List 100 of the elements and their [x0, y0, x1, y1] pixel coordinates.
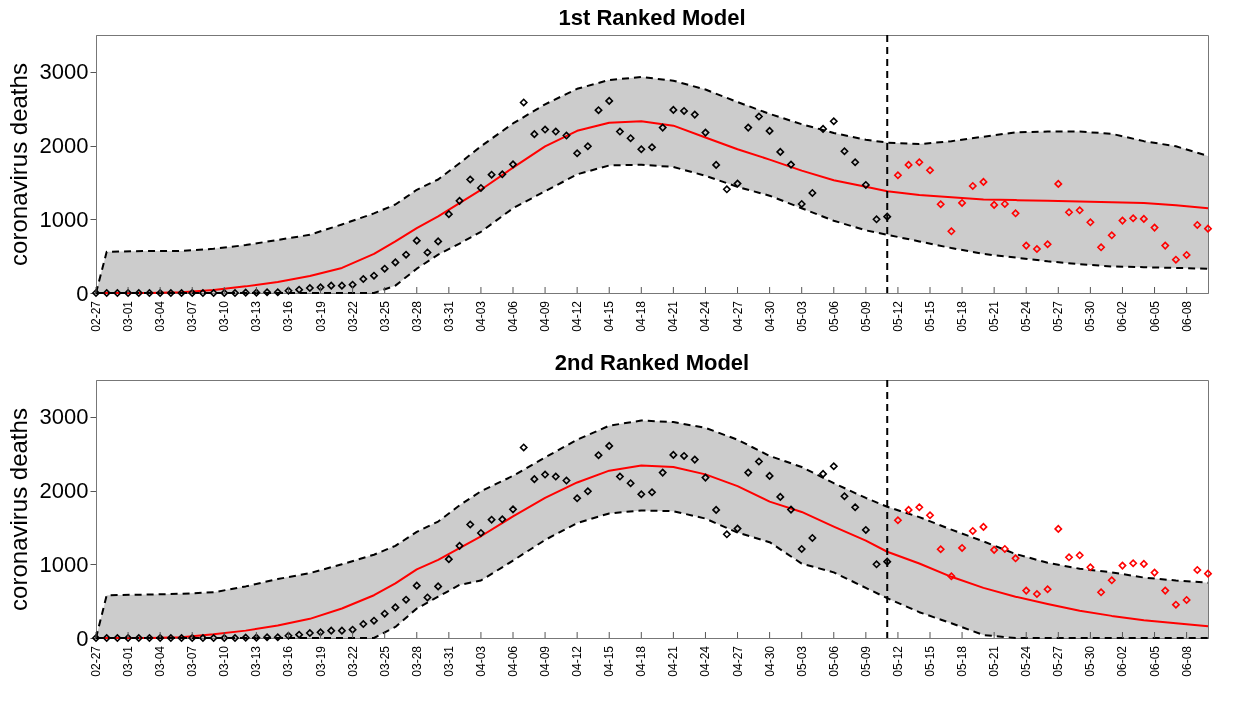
point	[1139, 214, 1148, 223]
point	[1161, 586, 1170, 595]
point	[1193, 566, 1202, 574]
x-tick-label: 05-09	[858, 300, 873, 332]
x-tick-label: 03-16	[281, 300, 296, 332]
point	[990, 200, 999, 209]
point	[1129, 214, 1138, 223]
point	[1171, 600, 1180, 609]
y-tick-label: 2000	[39, 478, 89, 504]
x-tick-label: 05-30	[1083, 300, 1098, 332]
x-tick-label: 04-09	[538, 300, 553, 332]
point	[1118, 561, 1127, 570]
x-tick-label: 03-04	[153, 300, 168, 332]
x-tick-label: 03-28	[409, 645, 424, 677]
point	[1022, 586, 1031, 595]
x-tick-label: 03-19	[313, 645, 328, 677]
x-tick-label: 05-06	[826, 300, 841, 332]
x-tick-label: 02-27	[89, 300, 103, 332]
x-tick-label: 05-24	[1019, 300, 1034, 332]
x-tick-label: 03-07	[185, 300, 200, 332]
point	[915, 503, 924, 512]
x-tick-label: 03-25	[377, 300, 392, 332]
point	[1150, 223, 1159, 232]
point	[1054, 179, 1063, 188]
x-tick-label: 03-28	[409, 300, 424, 332]
point	[1065, 553, 1073, 562]
point	[1107, 576, 1116, 585]
x-tick-label: 04-27	[730, 645, 745, 677]
point	[958, 198, 967, 207]
x-tick-label: 05-21	[987, 300, 1002, 332]
x-tick-label: 03-07	[185, 645, 200, 677]
x-tick-label: 03-25	[377, 645, 392, 677]
x-tick-label: 06-08	[1179, 300, 1194, 332]
point	[926, 511, 934, 520]
x-tick-label: 06-08	[1179, 645, 1194, 677]
x-tick-label: 03-22	[345, 645, 360, 677]
x-tick-label: 06-05	[1147, 645, 1162, 677]
point	[926, 166, 934, 175]
x-tick-label: 03-13	[249, 300, 264, 332]
x-tick-label: 03-01	[121, 645, 136, 677]
point	[904, 160, 913, 169]
point	[947, 572, 956, 581]
point	[1000, 544, 1009, 553]
x-tick-label: 05-24	[1019, 645, 1034, 677]
x-tick-label: 03-19	[313, 300, 328, 332]
x-tick-label: 05-15	[923, 300, 937, 332]
point	[1086, 563, 1095, 572]
x-tick-label: 04-18	[634, 645, 649, 677]
point	[1118, 216, 1127, 225]
x-tick-label: 05-18	[955, 300, 970, 332]
x-tick-label: 03-22	[345, 300, 360, 332]
point	[1022, 241, 1031, 250]
point	[1032, 245, 1041, 253]
x-tick-label: 04-06	[506, 300, 520, 332]
x-tick-label: 05-30	[1083, 645, 1098, 677]
x-tick-label: 04-30	[762, 645, 777, 677]
x-tick-label: 03-10	[217, 645, 232, 677]
point	[1075, 206, 1084, 215]
x-tick-label: 04-21	[666, 645, 681, 677]
point	[947, 227, 956, 236]
point	[1000, 199, 1009, 208]
x-tick-label: 06-02	[1115, 300, 1130, 332]
x-tick-label: 05-06	[826, 645, 841, 677]
point	[990, 545, 999, 554]
x-tick-label: 05-09	[858, 645, 873, 677]
point	[893, 516, 902, 525]
point	[1065, 208, 1073, 217]
y-tick-label: 3000	[39, 404, 89, 430]
x-tick-label: 04-12	[570, 300, 585, 332]
y-tick-label: 2000	[39, 133, 89, 159]
x-tick-label: 05-12	[890, 300, 905, 332]
point	[1043, 585, 1052, 594]
x-tick-label: 05-03	[794, 645, 809, 677]
x-tick-label: 03-01	[121, 300, 136, 332]
x-tick-label: 05-18	[955, 645, 970, 677]
point	[1171, 255, 1180, 264]
point	[1097, 243, 1106, 252]
y-tick-label: 1000	[39, 206, 89, 232]
x-tick-label: 04-03	[473, 300, 488, 332]
point	[1011, 554, 1020, 563]
x-tick-label: 05-12	[890, 645, 905, 677]
point	[936, 200, 945, 209]
x-tick-label: 06-02	[1115, 645, 1130, 677]
point	[936, 545, 945, 554]
x-tick-label: 03-31	[441, 645, 456, 677]
x-tick-label: 05-27	[1051, 300, 1066, 332]
x-tick-label: 04-03	[473, 645, 488, 677]
x-tick-label: 04-24	[698, 645, 713, 677]
y-tick-label: 1000	[39, 551, 89, 577]
x-tick-label: 06-05	[1147, 300, 1162, 332]
x-tick-label: 03-31	[441, 300, 456, 332]
x-tick-label: 04-06	[506, 645, 520, 677]
y-axis-title: coronavirus deaths	[4, 63, 32, 266]
x-tick-label: 03-10	[217, 300, 232, 332]
point	[1032, 590, 1041, 598]
chart-title: 2nd Ranked Model	[554, 350, 750, 375]
y-tick-label: 0	[76, 625, 89, 651]
point	[1150, 568, 1159, 577]
y-tick-label: 0	[76, 280, 89, 306]
x-tick-label: 05-03	[794, 300, 809, 332]
